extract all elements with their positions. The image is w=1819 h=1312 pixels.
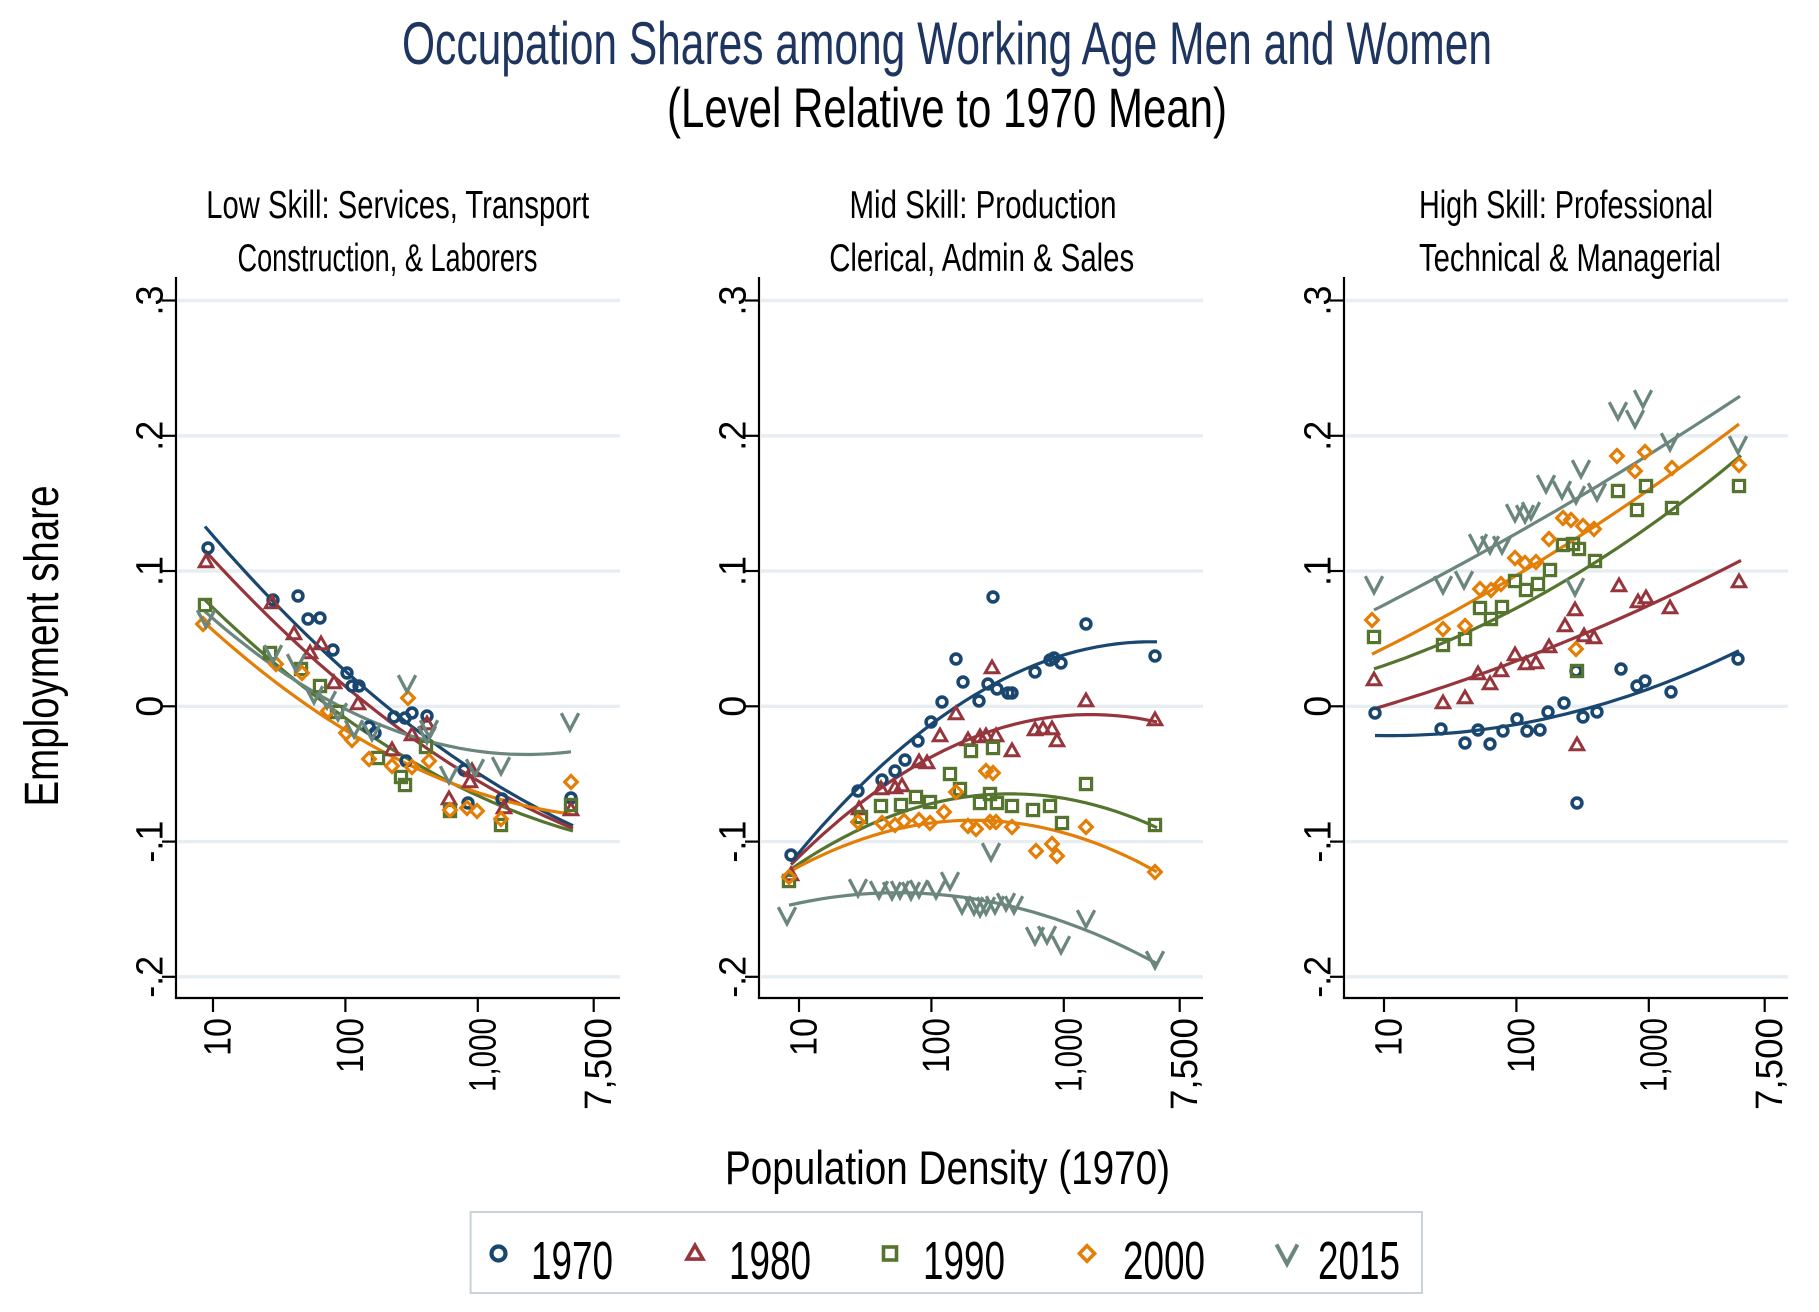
svg-text:2015: 2015 <box>1318 1231 1400 1291</box>
svg-text:100: 100 <box>916 1018 958 1073</box>
svg-text:10: 10 <box>784 1018 826 1056</box>
svg-text:100: 100 <box>330 1018 372 1073</box>
svg-text:.2: .2 <box>713 421 755 451</box>
svg-text:Construction, & Laborers: Construction, & Laborers <box>238 237 538 280</box>
svg-text:.2: .2 <box>130 421 172 451</box>
svg-text:7,500: 7,500 <box>578 1018 620 1110</box>
svg-text:1990: 1990 <box>923 1231 1005 1291</box>
svg-text:.1: .1 <box>713 556 755 586</box>
svg-text:.1: .1 <box>130 556 172 586</box>
svg-text:.1: .1 <box>1298 556 1340 586</box>
svg-text:Mid Skill: Production: Mid Skill: Production <box>850 184 1117 227</box>
svg-text:1970: 1970 <box>531 1231 613 1291</box>
svg-text:7,500: 7,500 <box>1164 1018 1206 1110</box>
svg-text:-.1: -.1 <box>130 821 172 863</box>
svg-text:Employment share: Employment share <box>16 486 69 807</box>
svg-text:0: 0 <box>713 696 755 717</box>
svg-text:1,000: 1,000 <box>462 1018 504 1092</box>
svg-text:1,000: 1,000 <box>1633 1018 1675 1092</box>
svg-text:(Level Relative to 1970 Mean): (Level Relative to 1970 Mean) <box>667 76 1227 139</box>
svg-text:0: 0 <box>1298 696 1340 717</box>
svg-text:7,500: 7,500 <box>1749 1018 1791 1110</box>
svg-text:Low Skill: Services, Transport: Low Skill: Services, Transport <box>206 184 589 227</box>
svg-text:.3: .3 <box>713 286 755 316</box>
svg-text:10: 10 <box>198 1018 240 1056</box>
svg-text:100: 100 <box>1501 1018 1543 1073</box>
svg-text:-.1: -.1 <box>1298 821 1340 863</box>
svg-text:2000: 2000 <box>1123 1231 1205 1291</box>
svg-text:Occupation Shares among Workin: Occupation Shares among Working Age Men … <box>402 10 1492 77</box>
svg-text:1980: 1980 <box>729 1231 811 1291</box>
svg-text:High Skill: Professional: High Skill: Professional <box>1419 184 1713 227</box>
svg-text:.2: .2 <box>1298 421 1340 451</box>
svg-text:Population Density (1970): Population Density (1970) <box>725 1141 1170 1194</box>
svg-text:.3: .3 <box>1298 286 1340 316</box>
svg-text:0: 0 <box>130 696 172 717</box>
svg-text:.3: .3 <box>130 286 172 316</box>
svg-text:-.2: -.2 <box>713 956 755 998</box>
svg-text:1,000: 1,000 <box>1048 1018 1090 1092</box>
svg-text:-.2: -.2 <box>1298 956 1340 998</box>
svg-text:Clerical, Admin & Sales: Clerical, Admin & Sales <box>829 237 1134 280</box>
svg-text:10: 10 <box>1369 1018 1411 1056</box>
svg-text:-.1: -.1 <box>713 821 755 863</box>
svg-text:Technical & Managerial: Technical & Managerial <box>1419 237 1721 280</box>
svg-text:-.2: -.2 <box>130 956 172 998</box>
